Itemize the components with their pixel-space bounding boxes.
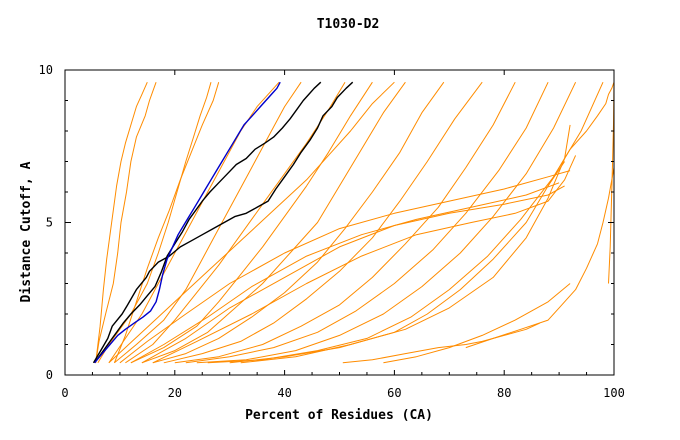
- x-tick-label: 20: [168, 386, 182, 400]
- model-series-line: [141, 185, 565, 364]
- y-axis-label: Distance Cutoff, A: [19, 161, 34, 302]
- model-series-line: [108, 81, 280, 364]
- chart-title: T1030-D2: [317, 17, 380, 32]
- plot-frame: [64, 69, 615, 376]
- x-tick-label: 80: [497, 386, 511, 400]
- model-series-line: [108, 81, 395, 364]
- model-series-line: [196, 81, 577, 364]
- model-series-line: [95, 82, 157, 363]
- model-series-line: [185, 81, 549, 364]
- model-series-line: [152, 155, 577, 364]
- x-tick-label: 40: [277, 386, 291, 400]
- model-series-line: [95, 81, 148, 363]
- model-series-line: [114, 81, 302, 364]
- model-series-line: [130, 81, 373, 364]
- model-series-line: [229, 161, 566, 364]
- model-series-line: [141, 81, 406, 364]
- plot-area: [92, 81, 615, 364]
- x-tick-label: 100: [603, 386, 625, 400]
- model-series-line: [113, 82, 220, 363]
- model-series-line: [163, 81, 483, 364]
- axis-ticks: 0 20 40 60 80 100 0 5 10: [39, 63, 625, 400]
- x-tick-label: 60: [387, 386, 401, 400]
- model-series-line: [547, 82, 615, 187]
- model-series-line: [465, 167, 615, 349]
- highlight-series-line: [92, 81, 354, 364]
- x-tick-label: 0: [61, 386, 68, 400]
- model-series-line: [130, 182, 560, 364]
- model-series-line: [152, 81, 445, 364]
- highlight-series-line: [94, 81, 322, 364]
- y-tick-label: 0: [46, 368, 53, 382]
- y-tick-label: 5: [46, 216, 53, 230]
- model-series-line: [174, 81, 516, 364]
- x-axis-label: Percent of Residues (CA): [245, 408, 433, 423]
- model-series-line: [125, 81, 346, 364]
- model-series-line: [240, 124, 571, 364]
- y-tick-label: 10: [39, 63, 53, 77]
- model-series-line: [119, 170, 571, 364]
- highlight-series-line: [94, 81, 281, 364]
- model-series-line: [342, 322, 541, 364]
- model-series-line: [383, 283, 571, 364]
